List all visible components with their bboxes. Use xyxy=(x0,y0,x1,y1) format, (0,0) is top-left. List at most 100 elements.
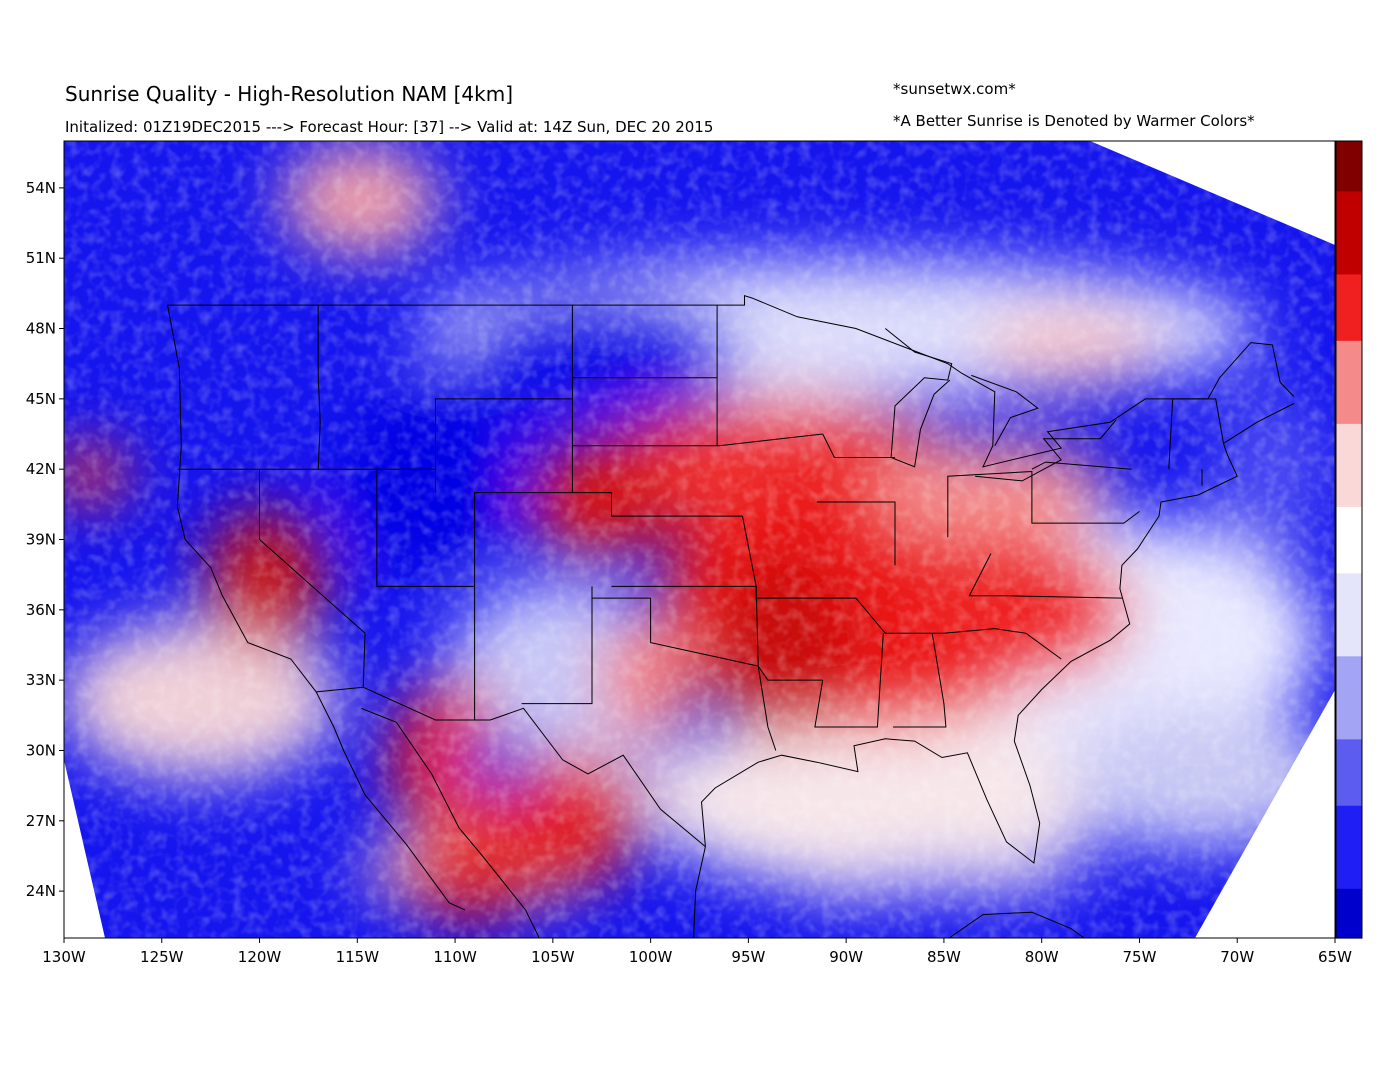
colorbar-segment xyxy=(1336,921,1362,939)
lon-tick-label: 130W xyxy=(42,948,86,966)
boundary-line xyxy=(316,686,706,847)
boundary-line xyxy=(1168,398,1224,470)
boundary-line xyxy=(693,846,706,938)
colorbar-segment xyxy=(1336,871,1362,889)
colorbar-segment xyxy=(1336,356,1362,375)
boundary-line xyxy=(884,328,953,468)
boundary-line xyxy=(968,553,1122,599)
colorbar xyxy=(1335,140,1363,939)
lat-tick-label: 24N xyxy=(26,882,56,900)
colorbar-segment xyxy=(1336,639,1362,657)
colorbar-segment xyxy=(1336,290,1362,308)
boundary-line xyxy=(167,295,1295,468)
colorbar-segment xyxy=(1336,489,1362,507)
lat-tick-label: 48N xyxy=(26,320,56,338)
boundary-line xyxy=(822,433,895,458)
lon-tick-label: 105W xyxy=(531,948,575,966)
boundary-line xyxy=(700,403,1295,864)
colorbar-segment xyxy=(1336,904,1362,922)
lon-tick-label: 100W xyxy=(629,948,673,966)
boundary-line xyxy=(814,633,884,728)
lon-tick-label: 125W xyxy=(140,948,184,966)
boundary-line xyxy=(361,707,540,938)
colorbar-segment xyxy=(1336,473,1362,491)
lon-tick-label: 80W xyxy=(1025,948,1059,966)
boundary-line xyxy=(521,586,593,705)
colorbar-segment xyxy=(1336,771,1362,790)
colorbar-segment xyxy=(1336,323,1362,341)
boundary-line xyxy=(893,633,947,728)
colorbar-segment xyxy=(1336,207,1362,225)
boundary-line xyxy=(947,470,1140,538)
no-data-area-top xyxy=(1090,141,1335,245)
colorbar-segment xyxy=(1336,556,1362,574)
boundary-line xyxy=(1031,461,1132,470)
colorbar-segment xyxy=(1336,190,1362,209)
lat-tick-label: 54N xyxy=(26,179,56,197)
colorbar-segment xyxy=(1336,655,1362,673)
map-subtitle: Initalized: 01Z19DEC2015 ---> Forecast H… xyxy=(65,118,714,136)
colorbar-segment xyxy=(1336,622,1362,640)
colorbar-segment xyxy=(1336,506,1362,524)
colorbar-segment xyxy=(1336,838,1362,856)
colorbar-segment xyxy=(1336,224,1362,242)
colorbar-segment xyxy=(1336,605,1362,624)
colorbar-segment xyxy=(1336,157,1362,175)
colorbar-segment xyxy=(1336,373,1362,391)
colorbar-segment xyxy=(1336,456,1362,474)
boundary-line xyxy=(167,305,466,911)
boundary-line xyxy=(259,469,366,634)
boundary-line xyxy=(971,374,1039,446)
lon-tick-label: 75W xyxy=(1123,948,1157,966)
colorbar-segment xyxy=(1336,755,1362,773)
boundary-line xyxy=(317,305,321,470)
lat-tick-label: 45N xyxy=(26,390,56,408)
latitude-axis: 54N 51N 48N 45N 42N 39N 36N 33N 30N 27N 24N xyxy=(26,179,64,900)
lat-tick-label: 36N xyxy=(26,601,56,619)
colorbar-segment xyxy=(1336,522,1362,541)
boundary-line xyxy=(948,911,1085,938)
colorbar-frame xyxy=(1335,140,1363,939)
lon-tick-label: 115W xyxy=(336,948,380,966)
political-boundaries xyxy=(167,295,1295,938)
lon-tick-label: 90W xyxy=(829,948,863,966)
colorbar-segment xyxy=(1336,805,1362,823)
colorbar-segment xyxy=(1336,539,1362,557)
colorbar-segment xyxy=(1336,141,1362,159)
colorbar-segment xyxy=(1336,821,1362,839)
lat-tick-label: 30N xyxy=(26,741,56,759)
field-texture xyxy=(64,141,1335,938)
colorbar-segment xyxy=(1336,738,1362,756)
lon-tick-label: 110W xyxy=(433,948,477,966)
colorbar-segment xyxy=(1336,722,1362,740)
colorbar-segment xyxy=(1336,390,1362,408)
boundary-line xyxy=(572,433,823,447)
lon-tick-label: 85W xyxy=(927,948,961,966)
longitude-axis: 130W 125W 120W 115W 110W 105W 100W 95W 90W 85W 80W… xyxy=(42,938,1352,966)
boundary-line xyxy=(975,419,1117,482)
colorbar-segment xyxy=(1336,589,1362,607)
colorbar-segment xyxy=(1336,439,1362,458)
colorbar-segment xyxy=(1336,174,1362,192)
lon-tick-label: 70W xyxy=(1220,948,1254,966)
lon-tick-label: 95W xyxy=(731,948,765,966)
colorbar-segment xyxy=(1336,240,1362,258)
colorbar-segment xyxy=(1336,854,1362,873)
colorbar-segment xyxy=(1336,672,1362,690)
boundary-line xyxy=(592,597,823,681)
colorbar-segment xyxy=(1336,423,1362,441)
boundary-line xyxy=(742,516,777,751)
lat-tick-label: 51N xyxy=(26,249,56,267)
credit-text: *sunsetwx.com* xyxy=(893,80,1016,98)
boundary-line xyxy=(855,597,1062,660)
boundary-line xyxy=(362,633,366,688)
lat-tick-label: 27N xyxy=(26,812,56,830)
colorbar-segment xyxy=(1336,257,1362,275)
no-data-area-right xyxy=(1195,690,1335,938)
colorbar-segment xyxy=(1336,572,1362,590)
lat-tick-label: 33N xyxy=(26,671,56,689)
colorbar-segment xyxy=(1336,705,1362,723)
lat-tick-label: 39N xyxy=(26,531,56,549)
lon-tick-label: 120W xyxy=(238,948,282,966)
